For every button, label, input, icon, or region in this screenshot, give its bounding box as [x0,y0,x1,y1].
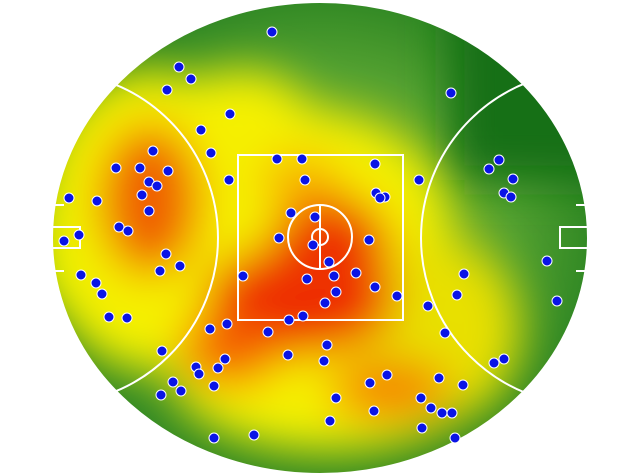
point [143,205,155,217]
point [425,402,437,414]
point [147,145,159,157]
point [328,270,340,282]
point [204,323,216,335]
point [283,314,295,326]
point [381,369,393,381]
point [113,221,125,233]
point [282,349,294,361]
point [221,318,233,330]
point [483,163,495,175]
point [318,355,330,367]
point [422,300,434,312]
point [324,415,336,427]
point [330,286,342,298]
point [436,407,448,419]
point [156,345,168,357]
point [90,277,102,289]
point [75,269,87,281]
boundary [51,1,589,475]
point [110,162,122,174]
point [271,153,283,165]
point [205,147,217,159]
point [368,405,380,417]
point [161,84,173,96]
point [193,368,205,380]
point [458,268,470,280]
point [248,429,260,441]
point [224,108,236,120]
point [363,234,375,246]
point [319,297,331,309]
point [446,407,458,419]
point [413,174,425,186]
point [122,225,134,237]
point [415,392,427,404]
point [223,174,235,186]
point [262,326,274,338]
point [185,73,197,85]
point [63,192,75,204]
point [369,281,381,293]
point [299,174,311,186]
point [488,357,500,369]
point [457,379,469,391]
point [136,189,148,201]
point [273,232,285,244]
point [237,270,249,282]
point [121,312,133,324]
point [73,229,85,241]
point [307,239,319,251]
point [212,362,224,374]
point [160,248,172,260]
point [416,422,428,434]
point [391,290,403,302]
point [195,124,207,136]
point [493,154,505,166]
point [309,211,321,223]
point [208,432,220,444]
point [439,327,451,339]
point [167,376,179,388]
point [103,311,115,323]
point [96,288,108,300]
point [507,173,519,185]
point [174,260,186,272]
point [364,377,376,389]
point [321,339,333,351]
point [350,267,362,279]
point [91,195,103,207]
point [154,265,166,277]
point [451,289,463,301]
point [445,87,457,99]
point [151,180,163,192]
point [175,385,187,397]
point [58,235,70,247]
point [266,26,278,38]
point [296,153,308,165]
point [297,310,309,322]
point [134,162,146,174]
point [374,192,386,204]
point [449,432,461,444]
point [498,353,510,365]
point [301,273,313,285]
point [285,207,297,219]
point [330,392,342,404]
point [219,353,231,365]
point [323,256,335,268]
point [208,380,220,392]
point [551,295,563,307]
point [162,165,174,177]
point [369,158,381,170]
point [541,255,553,267]
point [173,61,185,73]
point [433,372,445,384]
point [155,389,167,401]
point [505,191,517,203]
